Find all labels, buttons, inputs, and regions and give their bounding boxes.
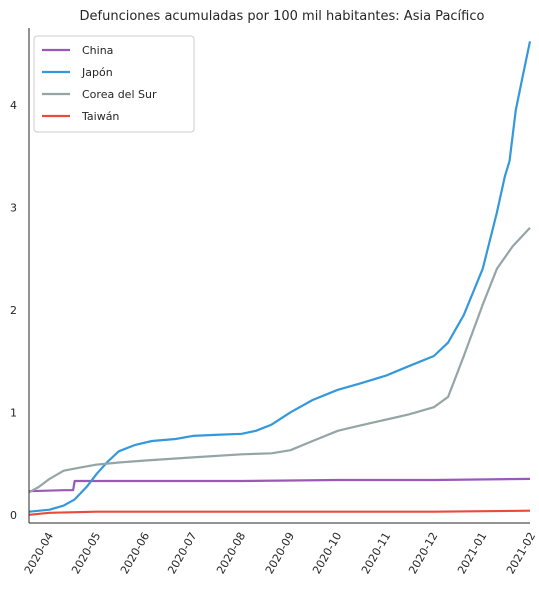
series-line-3 [28, 509, 531, 516]
legend-label: Taiwán [81, 110, 119, 123]
legend-label: Japón [81, 66, 113, 79]
x-tick-label: 2020-08 [214, 530, 248, 576]
x-tick-label: 2020-05 [69, 530, 103, 576]
chart-title: Defunciones acumuladas por 100 mil habit… [80, 9, 485, 24]
x-tick-label: 2020-10 [310, 530, 344, 576]
x-tick-label: 2021-01 [455, 530, 489, 576]
y-tick-label: 0 [10, 509, 17, 522]
x-tick-label: 2021-02 [504, 530, 538, 576]
x-tick-label: 2020-09 [263, 530, 297, 576]
legend: China Japón Corea del Sur Taiwán [33, 35, 195, 133]
y-tick-label: 1 [10, 406, 17, 419]
y-tick-label: 3 [10, 201, 17, 214]
x-tick-label: 2020-12 [406, 530, 440, 576]
legend-label: Corea del Sur [82, 88, 157, 101]
series-line-0 [28, 477, 531, 493]
legend-box [33, 35, 195, 133]
y-tick-label: 4 [10, 99, 17, 112]
x-tick-label: 2020-11 [359, 530, 393, 576]
x-tick-label: 2020-07 [165, 530, 199, 576]
series-line-2 [28, 227, 531, 494]
x-tick-label: 2020-06 [118, 530, 152, 576]
series-line-1 [28, 41, 532, 513]
plot-area [28, 41, 532, 516]
x-tick-label: 2020-04 [22, 530, 56, 576]
legend-label: China [82, 44, 113, 57]
y-tick-label: 2 [10, 304, 17, 317]
